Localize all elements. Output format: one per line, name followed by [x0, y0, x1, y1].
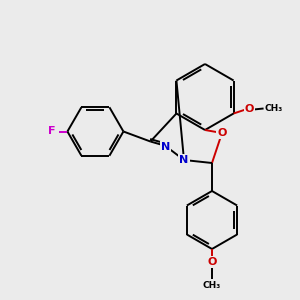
Text: CH₃: CH₃: [203, 280, 221, 290]
Text: CH₃: CH₃: [265, 104, 283, 113]
Text: N: N: [179, 155, 189, 165]
Text: O: O: [245, 104, 254, 115]
Text: N: N: [160, 142, 170, 152]
Text: F: F: [48, 127, 55, 136]
Text: O: O: [207, 257, 217, 267]
Text: O: O: [217, 128, 227, 138]
